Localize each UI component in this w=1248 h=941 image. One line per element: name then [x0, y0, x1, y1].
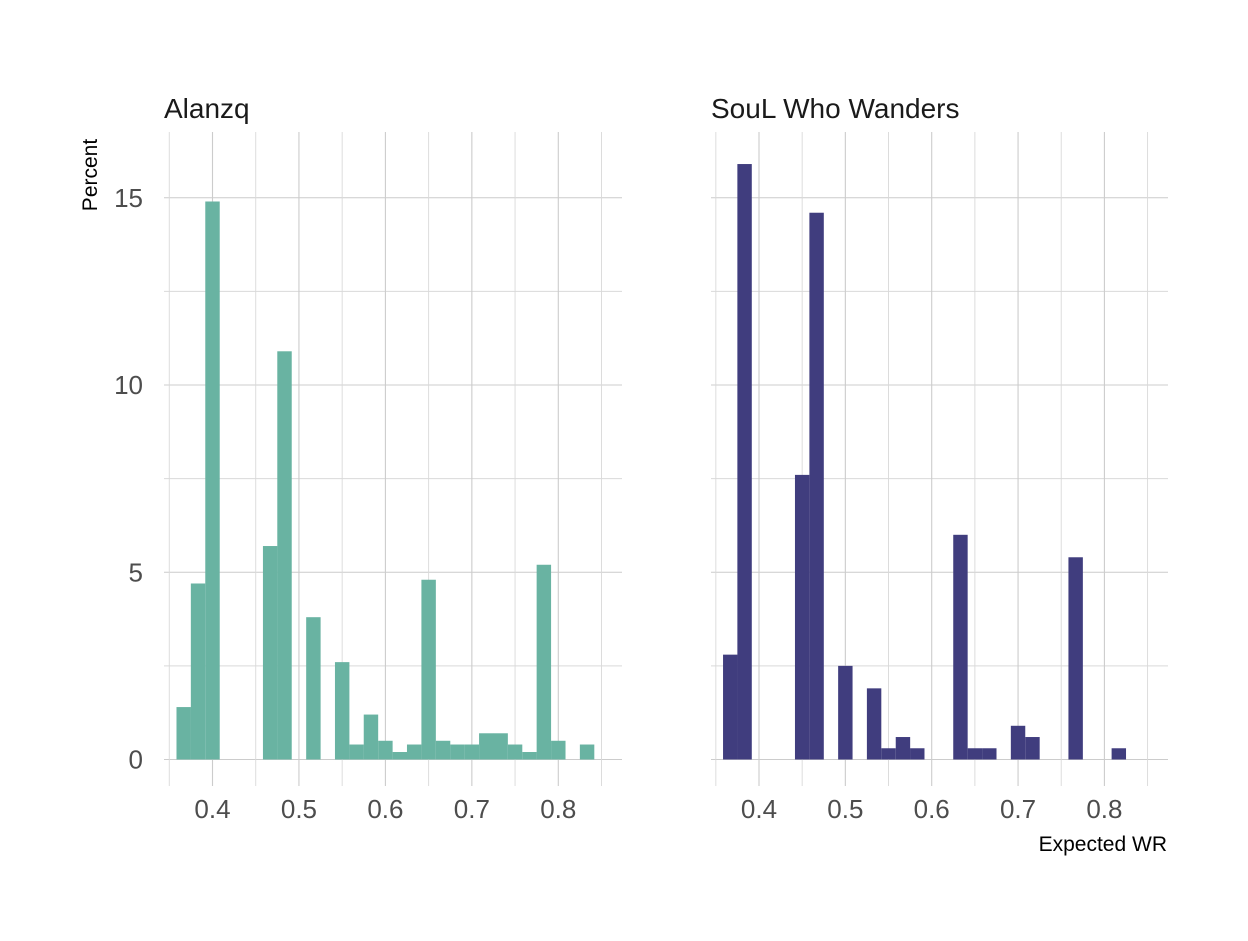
panel-title: SouL Who Wanders — [711, 93, 960, 124]
histogram-bar — [406, 744, 422, 760]
panel-title: Alanzq — [164, 93, 250, 124]
histogram-bar — [794, 474, 810, 760]
x-tick-label: 0.5 — [281, 794, 317, 824]
histogram-bar — [1010, 725, 1026, 760]
histogram-bar — [378, 740, 393, 760]
histogram-bar — [262, 546, 278, 760]
x-tick-label: 0.4 — [194, 794, 230, 824]
histogram-bar — [1025, 737, 1040, 760]
histogram-bar — [464, 744, 480, 760]
x-tick-label: 0.6 — [367, 794, 403, 824]
histogram-bar — [910, 748, 925, 760]
histogram-bar — [435, 740, 451, 760]
histogram-bar — [306, 617, 321, 760]
histogram-bar — [809, 212, 824, 760]
histogram-bar — [737, 164, 752, 760]
histogram-bar — [1068, 557, 1083, 760]
y-tick-label: 10 — [114, 370, 143, 400]
histogram-bar — [1111, 748, 1127, 760]
x-tick-label: 0.7 — [454, 794, 490, 824]
panel-2: SouL Who Wanders 0.4 0.5 0.6 0.7 0.8 — [711, 93, 1168, 824]
x-tick-label: 0.6 — [914, 794, 950, 824]
histogram-bar — [953, 534, 968, 760]
x-tick-label: 0.7 — [1000, 794, 1036, 824]
histogram-bar — [723, 654, 738, 760]
histogram-bar — [866, 688, 882, 760]
histogram-bar — [334, 662, 350, 760]
histogram-bar — [967, 748, 983, 760]
y-tick-label: 15 — [114, 183, 143, 213]
histogram-bar — [838, 665, 853, 760]
histogram-bar — [522, 752, 537, 760]
x-tick-label: 0.8 — [540, 794, 576, 824]
histogram-bar — [349, 744, 364, 760]
histogram-bar — [205, 201, 220, 760]
histogram-bar — [363, 714, 379, 760]
histogram-bar — [176, 707, 191, 760]
histogram-bar — [277, 351, 292, 760]
histogram-bar — [982, 748, 997, 760]
histogram-bar — [881, 748, 896, 760]
histogram-bar — [536, 564, 552, 760]
y-axis-title: Percent — [79, 139, 102, 212]
panel-1: Alanzq 0.4 0.5 0.6 0.7 0.8 — [164, 93, 622, 824]
x-axis-title: Expected WR — [1039, 833, 1167, 856]
histogram-bar — [392, 752, 408, 760]
y-tick-label: 5 — [129, 557, 143, 587]
histogram-bar — [190, 583, 206, 760]
histogram-bar — [895, 737, 911, 760]
x-tick-label: 0.4 — [741, 794, 777, 824]
histogram-bar — [579, 744, 595, 760]
x-tick-label: 0.8 — [1086, 794, 1122, 824]
histogram-bar — [507, 744, 523, 760]
histogram-bar — [450, 744, 465, 760]
histogram-bar — [479, 733, 494, 760]
y-tick-label: 0 — [129, 745, 143, 775]
histogram-bar — [551, 740, 566, 760]
histogram-bar — [493, 733, 508, 760]
x-tick-label: 0.5 — [827, 794, 863, 824]
histogram-bar — [421, 579, 436, 760]
